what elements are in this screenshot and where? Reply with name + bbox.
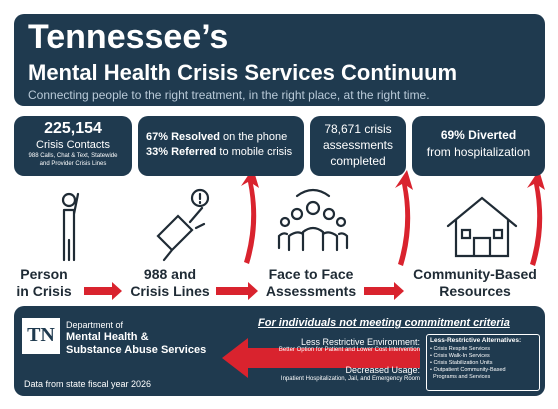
department: Substance Abuse Services	[66, 344, 207, 356]
big-arrow	[222, 338, 420, 378]
step-label: Community-Based Resources	[410, 266, 540, 300]
stat-text: on the phone	[219, 131, 288, 143]
stat-text: to mobile crisis	[216, 146, 293, 158]
stat-box	[310, 116, 406, 176]
step-line: Assessments	[265, 283, 357, 299]
step-line: Crisis Lines	[130, 283, 210, 299]
env-title: Less Restrictive Environment:	[300, 337, 420, 347]
stat-box	[138, 116, 304, 176]
subtitle: Mental Health Crisis Services Continuum	[28, 60, 458, 85]
stat-bold: 69% Diverted	[440, 128, 517, 142]
stat-bold: 67% Resolved	[146, 131, 220, 143]
alt-item: • Outpatient Community-Based	[430, 367, 506, 373]
department: Mental Health &	[66, 331, 149, 343]
logo: TN	[27, 324, 55, 346]
step-label: Person in Crisis	[4, 266, 84, 300]
arrows	[84, 168, 545, 300]
tagline: Connecting people to the right treatment…	[28, 88, 430, 102]
step-line: Community-Based	[413, 266, 537, 282]
step-line: 988 and	[143, 266, 197, 282]
stat-line: 33% Referred to mobile crisis	[146, 146, 292, 158]
usage-text: Inpatient Hospitalization, Jail, and Eme…	[280, 376, 420, 382]
stat-detail: and Provider Crisis Lines	[39, 161, 107, 167]
step-line: Resources	[439, 283, 511, 299]
step-line: in Crisis	[16, 283, 72, 299]
stat-line: 67% Resolved on the phone	[146, 131, 287, 143]
alt-item: • Crisis Respite Services	[430, 346, 490, 352]
icons	[61, 188, 518, 262]
alt-item: Programs and Services	[430, 374, 491, 380]
stat-detail: 988 Calls, Chat & Text, Statewide	[28, 153, 118, 159]
stat-bold: 33% Referred	[146, 146, 217, 158]
title: Tennessee’s	[28, 18, 229, 56]
stat-line: 78,671 crisis	[324, 122, 392, 136]
source: Data from state fiscal year 2026	[24, 379, 152, 389]
alt-box	[426, 334, 540, 391]
step-line: Person	[20, 266, 68, 282]
step-line: Face to Face	[268, 266, 354, 282]
footer-heading: For individuals not meeting commitment c…	[258, 317, 510, 329]
stat-number: 225,154	[44, 120, 102, 137]
header-box	[14, 14, 545, 106]
department: Department of	[66, 320, 124, 330]
stat-line: completed	[330, 154, 386, 168]
stat-line: assessments	[322, 138, 394, 152]
stat-box	[14, 116, 132, 176]
stat-box	[412, 116, 545, 176]
step-label: Face to Face Assessments	[256, 266, 366, 300]
stat-text: from hospitalization	[426, 145, 531, 159]
stat-label: Crisis Contacts	[36, 139, 110, 151]
usage-title: Decreased Usage:	[345, 365, 420, 375]
logo-box	[22, 318, 60, 354]
alt-item: • Crisis Walk-In Services	[430, 353, 490, 359]
alt-item: • Crisis Stabilization Units	[430, 360, 493, 366]
alt-title: Less-Restrictive Alternatives:	[430, 337, 522, 344]
step-label: 988 and Crisis Lines	[120, 266, 220, 300]
env-text: Better Option for Patient and Lower Cost…	[278, 347, 420, 353]
